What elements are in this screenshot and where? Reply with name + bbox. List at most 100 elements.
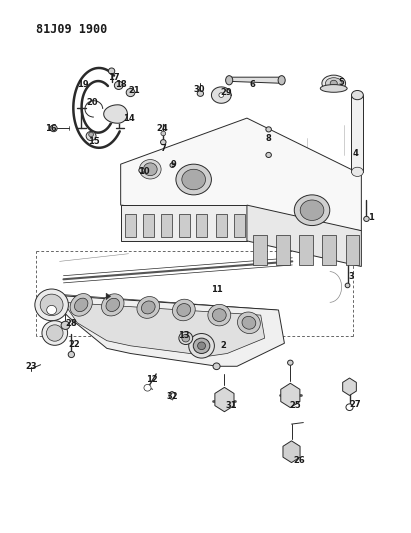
Bar xyxy=(234,214,245,237)
Bar xyxy=(299,235,313,265)
Ellipse shape xyxy=(102,294,124,316)
Ellipse shape xyxy=(193,338,210,353)
Text: 30: 30 xyxy=(193,85,205,94)
Ellipse shape xyxy=(170,163,175,167)
Text: 15: 15 xyxy=(88,136,100,146)
Text: 12: 12 xyxy=(146,375,158,384)
Ellipse shape xyxy=(320,85,347,92)
Text: 10: 10 xyxy=(138,167,149,176)
Text: 8: 8 xyxy=(266,134,272,143)
Text: 26: 26 xyxy=(293,456,305,465)
Ellipse shape xyxy=(266,127,271,132)
Ellipse shape xyxy=(143,163,157,176)
Ellipse shape xyxy=(212,309,226,321)
Text: 23: 23 xyxy=(25,362,37,371)
Ellipse shape xyxy=(197,91,203,96)
Text: 81J09 1900: 81J09 1900 xyxy=(36,23,107,36)
Ellipse shape xyxy=(68,351,74,358)
Bar xyxy=(196,214,208,237)
Text: 14: 14 xyxy=(123,114,134,123)
Ellipse shape xyxy=(70,294,92,316)
Ellipse shape xyxy=(35,289,68,321)
Polygon shape xyxy=(106,293,111,300)
Text: 25: 25 xyxy=(290,401,301,410)
Polygon shape xyxy=(215,387,234,411)
Text: 27: 27 xyxy=(350,400,361,409)
Ellipse shape xyxy=(137,296,159,318)
Bar xyxy=(125,214,136,237)
Text: 11: 11 xyxy=(212,285,223,294)
Polygon shape xyxy=(104,105,127,123)
Text: 5: 5 xyxy=(339,78,344,87)
Ellipse shape xyxy=(144,384,151,391)
Text: 16: 16 xyxy=(45,124,57,133)
Ellipse shape xyxy=(330,80,337,86)
Ellipse shape xyxy=(61,321,70,329)
Ellipse shape xyxy=(89,132,93,137)
Bar xyxy=(276,235,290,265)
Ellipse shape xyxy=(294,195,330,225)
Polygon shape xyxy=(212,87,231,103)
Bar xyxy=(143,214,154,237)
Ellipse shape xyxy=(177,304,191,317)
Polygon shape xyxy=(121,118,361,231)
Ellipse shape xyxy=(266,152,271,158)
Ellipse shape xyxy=(109,68,115,74)
Ellipse shape xyxy=(213,363,220,369)
Text: 17: 17 xyxy=(108,72,120,82)
Ellipse shape xyxy=(139,159,161,179)
Ellipse shape xyxy=(115,111,121,117)
Ellipse shape xyxy=(179,332,193,344)
Ellipse shape xyxy=(242,317,256,329)
Ellipse shape xyxy=(40,294,63,316)
Bar xyxy=(253,235,267,265)
Polygon shape xyxy=(63,302,265,356)
Text: 1: 1 xyxy=(368,213,374,222)
Ellipse shape xyxy=(322,75,346,92)
Bar xyxy=(322,235,336,265)
Polygon shape xyxy=(46,295,284,366)
Ellipse shape xyxy=(139,168,144,173)
Text: 9: 9 xyxy=(171,160,177,168)
Text: 22: 22 xyxy=(69,340,81,349)
Polygon shape xyxy=(121,205,247,241)
Text: 24: 24 xyxy=(156,124,168,133)
Ellipse shape xyxy=(364,216,369,222)
Ellipse shape xyxy=(345,283,350,288)
Text: 32: 32 xyxy=(166,392,178,401)
Ellipse shape xyxy=(346,404,353,410)
Text: 13: 13 xyxy=(178,331,189,340)
Ellipse shape xyxy=(50,125,57,132)
Ellipse shape xyxy=(172,299,195,321)
Ellipse shape xyxy=(126,88,135,96)
Ellipse shape xyxy=(182,169,206,190)
Ellipse shape xyxy=(278,76,285,85)
Ellipse shape xyxy=(300,200,324,221)
Text: 19: 19 xyxy=(76,80,88,90)
Text: 6: 6 xyxy=(250,80,256,90)
Polygon shape xyxy=(343,378,356,395)
Ellipse shape xyxy=(326,78,342,89)
Text: 18: 18 xyxy=(115,80,127,90)
Ellipse shape xyxy=(219,93,224,98)
Ellipse shape xyxy=(74,298,88,312)
Ellipse shape xyxy=(238,312,260,334)
Text: 20: 20 xyxy=(86,98,98,107)
Ellipse shape xyxy=(182,334,190,342)
Polygon shape xyxy=(351,95,363,172)
Text: 4: 4 xyxy=(353,149,358,158)
Ellipse shape xyxy=(288,360,293,365)
Text: 28: 28 xyxy=(65,319,77,328)
Ellipse shape xyxy=(351,167,363,176)
Text: 29: 29 xyxy=(220,88,232,97)
Bar xyxy=(346,235,359,265)
Text: 3: 3 xyxy=(349,272,354,281)
Bar xyxy=(179,214,190,237)
Ellipse shape xyxy=(141,301,155,314)
Text: 2: 2 xyxy=(220,341,226,350)
Bar xyxy=(161,214,172,237)
Polygon shape xyxy=(247,205,361,266)
Text: 31: 31 xyxy=(225,401,237,410)
Polygon shape xyxy=(283,441,300,463)
Ellipse shape xyxy=(208,304,231,326)
